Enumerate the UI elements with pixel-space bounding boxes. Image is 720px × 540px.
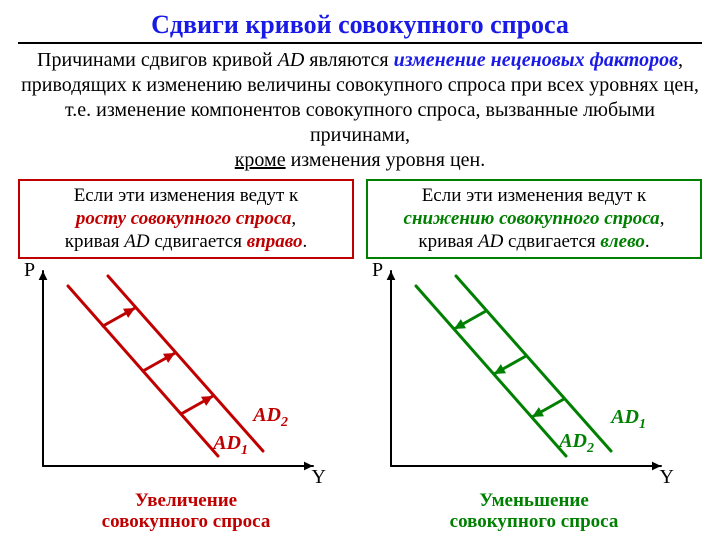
intro-ad: AD	[278, 49, 305, 71]
right-cap1: Уменьшение	[479, 490, 589, 511]
intro-pre: Причинами сдвигов кривой	[37, 49, 278, 71]
panel-decrease: Если эти изменения ведут к снижению сово…	[366, 179, 702, 533]
intro-krome: кроме	[235, 149, 286, 171]
caption-decrease: Уменьшение совокупного спроса	[366, 491, 702, 533]
box-increase: Если эти изменения ведут к росту совокуп…	[18, 179, 354, 259]
left-cap2: совокупного спроса	[102, 511, 271, 532]
right-line2a: кривая	[418, 231, 478, 252]
left-cap1: Увеличение	[135, 490, 237, 511]
intro-tail: изменения уровня цен.	[286, 149, 486, 171]
chart-decrease: P Y AD1 AD2	[366, 261, 686, 491]
left-ad: AD	[124, 231, 149, 252]
right-ad: AD	[478, 231, 503, 252]
svg-right	[366, 266, 686, 476]
caption-increase: Увеличение совокупного спроса	[18, 491, 354, 533]
left-line2a: кривая	[65, 231, 125, 252]
right-dir: влево	[600, 231, 644, 252]
svg-left	[18, 266, 338, 476]
left-line2b: сдвигается	[150, 231, 247, 252]
panels: Если эти изменения ведут к росту совокуп…	[18, 179, 702, 533]
intro-emph: изменение неценовых факторов	[394, 49, 678, 71]
panel-increase: Если эти изменения ведут к росту совокуп…	[18, 179, 354, 533]
intro-mid1: являются	[304, 49, 393, 71]
page-title: Сдвиги кривой совокупного спроса	[18, 10, 702, 44]
left-line1: Если эти изменения ведут к	[74, 185, 299, 206]
intro-text: Причинами сдвигов кривой AD являются изм…	[18, 48, 702, 173]
left-emph: росту совокупного спроса	[76, 208, 292, 229]
box-decrease: Если эти изменения ведут к снижению сово…	[366, 179, 702, 259]
right-line1: Если эти изменения ведут к	[422, 185, 647, 206]
left-dir: вправо	[247, 231, 303, 252]
right-line2b: сдвигается	[503, 231, 600, 252]
right-emph: снижению совокупного спроса	[404, 208, 660, 229]
chart-increase: P Y AD2 AD1	[18, 261, 338, 491]
right-cap2: совокупного спроса	[450, 511, 619, 532]
